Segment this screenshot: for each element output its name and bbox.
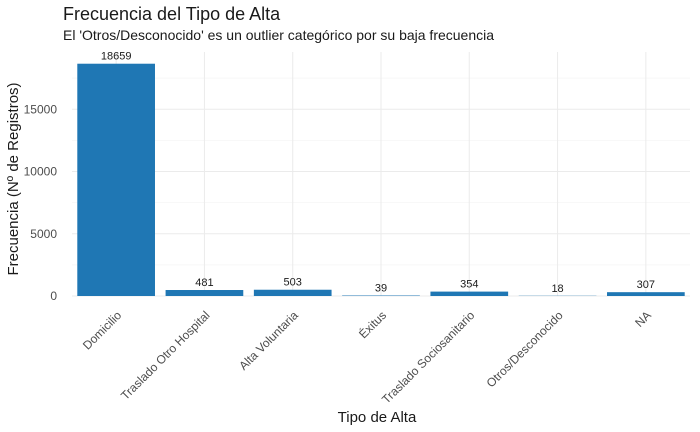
- chart-title: Frecuencia del Tipo de Alta: [63, 4, 281, 24]
- x-tick-label: NA: [632, 308, 654, 330]
- bar-value-label: 18: [551, 283, 563, 295]
- x-tick-label: Traslado Otro Hospital: [118, 308, 212, 402]
- chart-subtitle: El 'Otros/Desconocido' es un outlier cat…: [63, 27, 494, 43]
- data-labels: 18659 481 503 39 354 18 307: [101, 51, 655, 295]
- y-axis-title: Frecuencia (Nº de Registros): [5, 82, 22, 275]
- x-axis-title: Tipo de Alta: [338, 409, 417, 426]
- y-tick-label: 10000: [24, 165, 58, 179]
- x-tick-label: Alta Voluntaria: [236, 308, 301, 373]
- bar: [165, 290, 244, 296]
- y-tick-label: 0: [50, 289, 57, 303]
- x-tick-label: Otros/Desconocido: [484, 308, 566, 390]
- bar-value-label: 39: [375, 283, 387, 295]
- bar-value-label: 503: [284, 277, 302, 289]
- bar-value-label: 18659: [101, 51, 132, 63]
- bar-value-label: 481: [195, 277, 213, 289]
- y-tick-label: 5000: [30, 227, 57, 241]
- x-tick-label: Traslado Sociosanitario: [379, 308, 477, 406]
- x-tick-label: Domicilio: [80, 308, 125, 353]
- x-tick-label: Éxitus: [355, 308, 389, 342]
- gridlines: [72, 52, 690, 297]
- bar: [253, 289, 332, 296]
- bar-value-label: 307: [637, 279, 655, 291]
- y-axis-ticks: 0 5000 10000 15000: [24, 102, 58, 303]
- bar-value-label: 354: [460, 279, 478, 291]
- bar: [430, 291, 509, 296]
- bar: [77, 63, 155, 296]
- bar: [607, 292, 685, 296]
- bars: [77, 63, 685, 296]
- y-tick-label: 15000: [24, 102, 58, 116]
